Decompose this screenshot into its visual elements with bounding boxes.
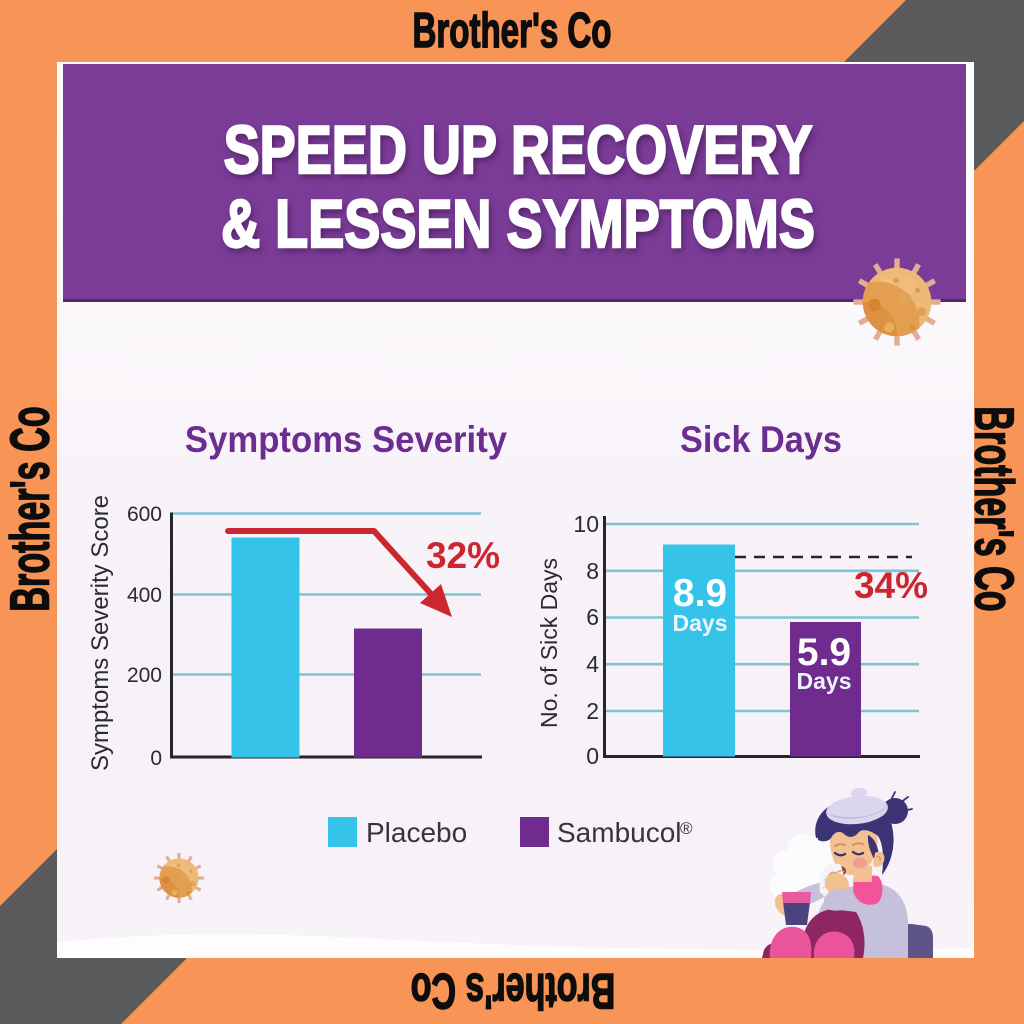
svg-text:8.9: 8.9: [673, 572, 727, 615]
svg-text:4: 4: [586, 651, 599, 677]
svg-text:6: 6: [586, 604, 599, 630]
svg-text:Days: Days: [797, 668, 852, 694]
svg-text:400: 400: [127, 584, 162, 607]
svg-text:2: 2: [586, 698, 599, 724]
svg-text:®: ®: [680, 819, 693, 838]
svg-text:8: 8: [586, 558, 599, 584]
svg-text:34%: 34%: [854, 565, 928, 606]
svg-text:0: 0: [150, 747, 162, 770]
svg-text:Days: Days: [673, 610, 728, 636]
svg-text:Sambucol: Sambucol: [557, 817, 682, 848]
svg-text:Placebo: Placebo: [366, 817, 467, 848]
svg-text:32%: 32%: [426, 535, 500, 576]
svg-text:5.9: 5.9: [797, 631, 851, 674]
svg-text:10: 10: [573, 511, 599, 537]
svg-text:0: 0: [586, 743, 599, 769]
svg-text:600: 600: [127, 503, 162, 526]
svg-text:Symptoms Severity Score: Symptoms Severity Score: [87, 495, 114, 771]
svg-text:No. of Sick Days: No. of Sick Days: [536, 558, 562, 728]
svg-text:200: 200: [127, 664, 162, 687]
